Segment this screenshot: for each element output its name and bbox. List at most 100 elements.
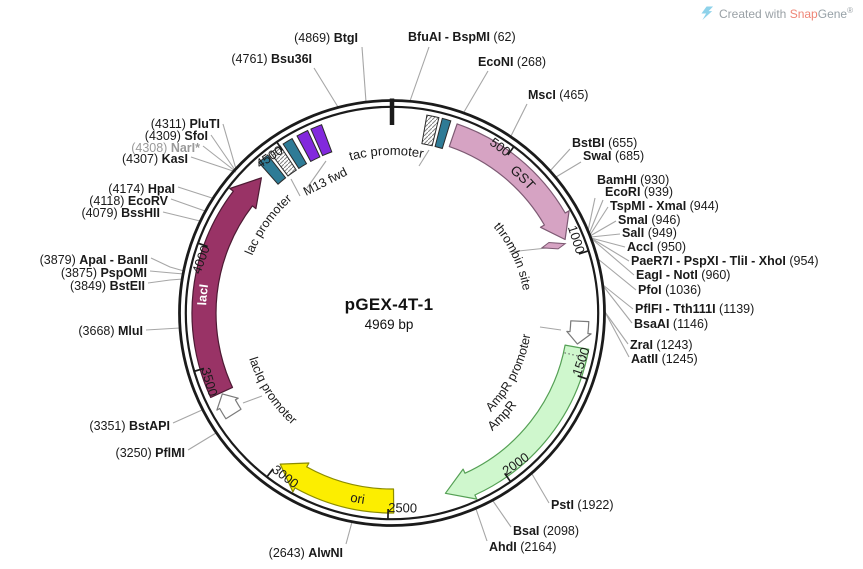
- enzyme-position: (4761): [231, 52, 271, 66]
- pointer-line: [587, 197, 596, 232]
- enzyme-position: (655): [604, 136, 638, 150]
- watermark-text: Created with SnapGene®: [719, 6, 853, 21]
- enzyme-name: PflMI: [155, 446, 185, 460]
- watermark-prefix: Created with: [718, 7, 787, 21]
- enzyme-position: (2098): [539, 524, 580, 538]
- enzyme-label-AlwNI: (2643) AlwNI: [269, 546, 343, 560]
- tick-1500: [577, 374, 588, 380]
- plasmid-title-block: pGEX-4T-1 4969 bp: [345, 295, 434, 332]
- enzyme-position: (2643): [268, 546, 309, 560]
- enzyme-position: (4307): [121, 152, 162, 166]
- pointer-line: [605, 313, 630, 358]
- enzyme-position: (939): [640, 185, 674, 199]
- ori-feature: [279, 462, 395, 514]
- enzyme-label-BamHI: BamHI (930): [597, 173, 669, 187]
- tick-500: [507, 145, 515, 156]
- enzyme-position: (3668): [78, 324, 118, 338]
- pointer-line: [242, 395, 263, 404]
- pointer-line: [190, 156, 237, 173]
- tick-1000: [578, 249, 590, 255]
- enzyme-position: (954): [785, 254, 819, 268]
- pointer-line: [313, 67, 339, 108]
- enzyme-label-ApaI-BanII: (3879) ApaI - BanII: [40, 253, 148, 267]
- enzyme-label-Bsu36I: (4761) Bsu36I: [231, 52, 312, 66]
- enzyme-name: NarI*: [170, 141, 200, 155]
- pointer-line: [510, 103, 528, 137]
- enzyme-position: (3879): [39, 253, 80, 267]
- registered-mark: ®: [847, 6, 853, 15]
- pointer-line: [463, 70, 489, 113]
- enzyme-name: BtgI: [333, 31, 358, 45]
- tick-label-1000: 1000: [565, 224, 588, 256]
- thrombin-site-label: thrombin site: [491, 220, 534, 292]
- pointer-line: [604, 311, 629, 345]
- enzyme-position: (4079): [81, 206, 122, 220]
- lac-promoter-box: [269, 145, 297, 177]
- pointer-line: [589, 220, 617, 237]
- lacI-feature: [191, 177, 262, 399]
- enzyme-position: (1146): [669, 317, 709, 331]
- enzyme-name: EcoNI: [478, 55, 514, 69]
- enzyme-position: (1243): [652, 338, 693, 352]
- enzyme-name: PflFI - Tth111I: [635, 302, 716, 316]
- lac-promoter-box: [258, 154, 287, 185]
- enzyme-name: BstAPI: [129, 419, 170, 433]
- enzyme-position: (944): [686, 199, 719, 213]
- enzyme-label-HpaI: (4174) HpaI: [108, 182, 175, 196]
- enzyme-name: PaeR7I - PspXI - TliI - XhoI: [631, 254, 786, 268]
- enzyme-name: AlwNI: [308, 546, 343, 560]
- enzyme-position: (3351): [89, 419, 130, 433]
- enzyme-position: (1922): [573, 498, 614, 512]
- enzyme-position: (1036): [661, 283, 702, 297]
- pointer-line: [202, 145, 236, 172]
- pointer-line: [492, 500, 512, 528]
- enzyme-label-MluI: (3668) MluI: [78, 324, 143, 338]
- thrombin-site-marker: [540, 241, 567, 250]
- pointer-line: [222, 123, 237, 170]
- tick-4500: [275, 141, 284, 151]
- M13-fwd-box: [310, 124, 333, 157]
- AmpR-promoter-feature: [566, 320, 592, 345]
- enzyme-label-EcoRI: EcoRI (939): [605, 185, 673, 199]
- pointer-line: [597, 258, 637, 291]
- enzyme-name: KasI: [161, 152, 188, 166]
- lac-promoter-box: [282, 137, 308, 170]
- pointer-line: [187, 432, 217, 451]
- enzyme-label-PflMI: (3250) PflMI: [116, 446, 185, 460]
- enzyme-name: BstBI: [572, 136, 605, 150]
- pointer-line: [549, 148, 571, 172]
- pointer-line: [588, 199, 604, 235]
- enzyme-name: AhdI: [489, 540, 517, 554]
- enzyme-name: PstI: [551, 498, 574, 512]
- enzyme-label-AhdI: AhdI (2164): [489, 540, 556, 554]
- enzyme-position: (950): [653, 240, 687, 254]
- enzyme-name: PluTI: [189, 117, 220, 131]
- pointer-line: [591, 238, 635, 276]
- enzyme-name: EagI - NotI: [636, 268, 698, 282]
- tick-3500: [193, 367, 205, 373]
- enzyme-label-SwaI: SwaI (685): [583, 149, 644, 163]
- enzyme-position: (960): [697, 268, 731, 282]
- enzyme-position: (946): [647, 213, 681, 227]
- enzyme-name: EcoRV: [127, 194, 168, 208]
- snapgene-watermark: Created with SnapGene®: [701, 6, 853, 21]
- pointer-line: [177, 186, 213, 199]
- enzyme-label-NarI-: (4308) NarI*: [131, 141, 200, 155]
- watermark-brand-snap: Snap: [789, 7, 818, 21]
- enzyme-position: (4311): [150, 117, 190, 131]
- enzyme-position: (1139): [715, 302, 755, 316]
- pointer-line: [508, 247, 548, 253]
- snapgene-logo-icon: [701, 6, 714, 20]
- lacIq-promoter-feature: [216, 393, 242, 420]
- enzyme-label-SalI: SalI (949): [622, 226, 677, 240]
- enzyme-label-PluTI: (4311) PluTI: [151, 117, 220, 131]
- tick-3000: [266, 468, 274, 478]
- enzyme-label-BtgI: (4869) BtgI: [294, 31, 358, 45]
- enzyme-label-MscI: MscI (465): [528, 88, 588, 102]
- enzyme-name: SmaI: [618, 213, 648, 227]
- enzyme-name: TspMI - XmaI: [610, 199, 687, 213]
- enzyme-name: BamHI: [597, 173, 637, 187]
- enzyme-label-SmaI: SmaI (946): [618, 213, 681, 227]
- pointer-line: [603, 286, 633, 324]
